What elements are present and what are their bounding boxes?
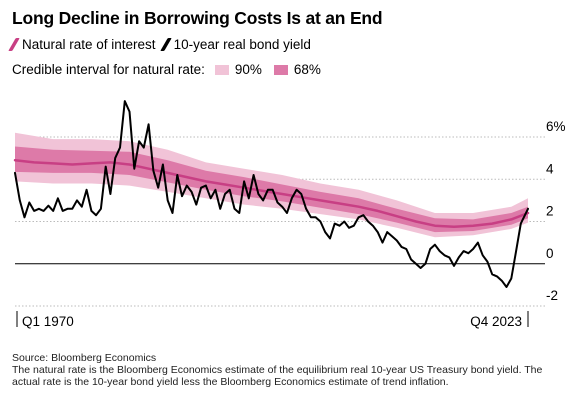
legend-bond-yield: 10-year real bond yield xyxy=(159,37,311,52)
chart-plot: 6% 4 2 0 -2 Q1 1970 Q4 2023 xyxy=(13,100,566,329)
x-tick-label-start: Q1 1970 xyxy=(22,314,74,329)
line-layer xyxy=(13,100,530,288)
x-tick-label-end: Q4 2023 xyxy=(470,314,522,329)
ci90-legend-swatch xyxy=(214,64,229,75)
interval-legend-label: Credible interval for natural rate: xyxy=(12,62,205,77)
y-tick-label: -2 xyxy=(546,288,558,303)
y-tick-label: 6% xyxy=(546,119,566,134)
chart-title: Long Decline in Borrowing Costs Is at an… xyxy=(12,8,383,28)
axis-layer xyxy=(16,311,529,327)
y-tick-label: 4 xyxy=(546,161,554,176)
bond-yield-legend-label: 10-year real bond yield xyxy=(173,37,311,52)
y-tick-label: 0 xyxy=(546,246,554,261)
methodology-note: The natural rate is the Bloomberg Econom… xyxy=(12,364,543,388)
label-layer: 6% 4 2 0 -2 Q1 1970 Q4 2023 xyxy=(22,119,566,329)
natural-rate-legend-label: Natural rate of interest xyxy=(22,37,156,52)
y-tick-label: 2 xyxy=(546,204,554,219)
natural-rate-legend-marker xyxy=(8,38,20,51)
source-note: Source: Bloomberg Economics xyxy=(12,352,157,364)
bond-yield-legend-marker xyxy=(159,38,172,51)
legend-lines: Natural rate of interest 10-year real bo… xyxy=(8,37,319,52)
bond-yield-line xyxy=(14,100,529,288)
ci90-legend-label: 90% xyxy=(234,62,262,77)
legend-intervals: Credible interval for natural rate: 90% … xyxy=(12,62,321,77)
legend-natural-rate: Natural rate of interest xyxy=(8,37,156,52)
ci68-legend-label: 68% xyxy=(293,62,321,77)
ci68-legend-swatch xyxy=(273,64,288,75)
